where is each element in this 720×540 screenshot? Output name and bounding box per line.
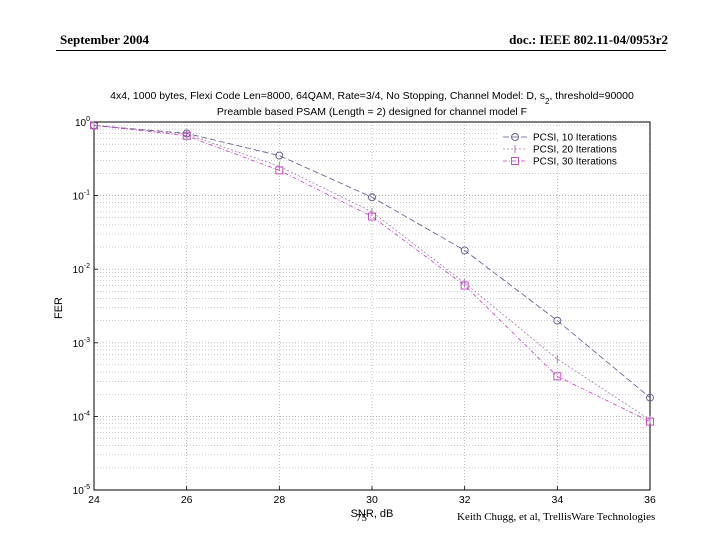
y-tick-label: 100 xyxy=(75,116,90,129)
y-tick-exponent: 0 xyxy=(86,116,90,123)
legend-marker xyxy=(514,145,516,153)
data-point xyxy=(275,166,284,175)
chart-title-line1: 4x4, 1000 bytes, Flexi Code Len=8000, 64… xyxy=(110,90,634,106)
data-point xyxy=(278,162,280,171)
x-tick-label: 34 xyxy=(551,494,563,506)
header-rule xyxy=(56,50,666,51)
legend-entry-label: PCSI, 20 Iterations xyxy=(533,145,617,156)
data-point xyxy=(371,207,373,216)
y-tick-label: 10-1 xyxy=(73,190,90,203)
legend-box xyxy=(498,128,648,166)
y-tick-exponent: -3 xyxy=(84,337,90,344)
data-point xyxy=(553,372,562,381)
data-point xyxy=(368,212,376,221)
chart-title-line2: Preamble based PSAM (Length = 2) designe… xyxy=(217,106,527,118)
chart-title-tail: , threshold=90000 xyxy=(549,90,634,102)
data-point xyxy=(182,131,191,140)
legend-entry-label: PCSI, 10 Iterations xyxy=(533,133,617,144)
legend-entry-label: PCSI, 30 Iterations xyxy=(533,157,617,168)
y-tick-label: 10-4 xyxy=(73,410,90,423)
y-tick-exponent: -5 xyxy=(84,484,90,491)
data-point xyxy=(646,417,654,426)
grid xyxy=(93,122,651,491)
y-axis-label: FER xyxy=(53,297,65,319)
data-point xyxy=(368,193,376,202)
chart-title-main: 4x4, 1000 bytes, Flexi Code Len=8000, 64… xyxy=(110,90,545,102)
footer-author: Keith Chugg, et al, TrellisWare Technolo… xyxy=(457,511,656,523)
data-point xyxy=(275,151,284,160)
data-point xyxy=(556,355,558,364)
chart-title-subscript: 2 xyxy=(545,97,550,106)
data-point xyxy=(646,393,654,402)
data-point xyxy=(649,415,651,424)
header-doc-id: doc.: IEEE 802.11-04/0953r2 xyxy=(509,32,668,47)
y-tick-exponent: -1 xyxy=(84,190,90,197)
x-axis-label: SNR, dB xyxy=(351,508,394,520)
x-tick-label: 30 xyxy=(366,494,378,506)
legend-marker xyxy=(511,133,519,141)
y-tick-exponent: -2 xyxy=(84,263,90,270)
series-line xyxy=(93,125,651,422)
data-point xyxy=(460,281,469,290)
x-tick-label: 36 xyxy=(644,494,656,506)
x-tick-label: 26 xyxy=(181,494,193,506)
x-tick-label: 32 xyxy=(459,494,471,506)
data-point xyxy=(460,246,469,255)
series-3 xyxy=(90,121,654,426)
x-tick-label: 28 xyxy=(273,494,285,506)
legend-marker xyxy=(511,157,519,165)
y-tick-exponent: -4 xyxy=(84,410,90,417)
x-tick-label: 24 xyxy=(88,494,100,506)
header-date: September 2004 xyxy=(60,32,149,47)
y-tick-label: 10-2 xyxy=(73,263,90,276)
footer-page-number: 75 xyxy=(356,512,367,524)
y-tick-label: 10-3 xyxy=(73,337,90,350)
data-point xyxy=(186,130,188,139)
data-point xyxy=(553,316,562,325)
